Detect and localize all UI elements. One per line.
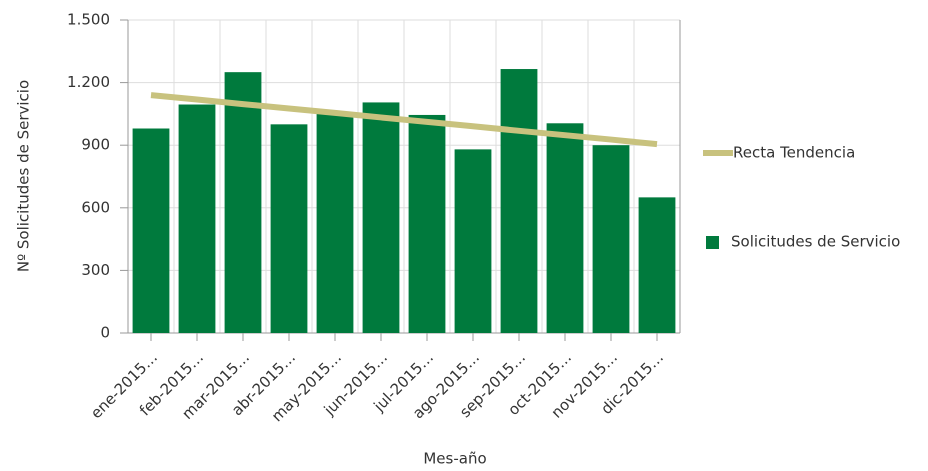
y-tick-label: 300 — [81, 261, 110, 279]
bar — [592, 145, 630, 333]
y-tick-label: 0 — [100, 324, 110, 342]
bar — [270, 124, 308, 333]
bar — [500, 69, 538, 333]
bar — [454, 149, 492, 333]
bar — [408, 114, 446, 334]
bar — [316, 112, 354, 334]
bar — [638, 197, 676, 333]
bar — [546, 123, 584, 333]
y-tick-label: 600 — [81, 198, 110, 216]
legend-swatch — [706, 236, 719, 249]
y-axis-label: Nº Solicitudes de Servicio — [15, 80, 33, 272]
bar — [224, 72, 262, 334]
trend-line — [150, 92, 658, 148]
legend-label: Solicitudes de Servicio — [731, 233, 900, 251]
bar — [178, 104, 216, 333]
y-tick-label: 1.500 — [67, 11, 110, 29]
legend-label: Recta Tendencia — [733, 144, 855, 162]
y-tick-label: 900 — [81, 136, 110, 154]
x-axis-label: Mes-año — [423, 450, 486, 468]
bar — [362, 102, 400, 333]
y-tick-label: 1.200 — [67, 73, 110, 91]
bar — [132, 128, 170, 333]
